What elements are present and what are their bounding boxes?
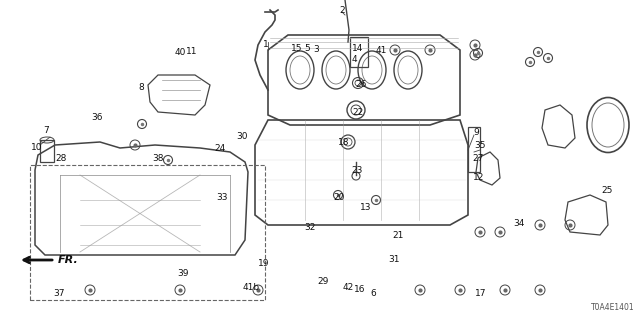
Text: 21: 21: [392, 230, 404, 239]
Bar: [350, 37, 368, 67]
Text: 37: 37: [53, 290, 65, 299]
Text: 11: 11: [186, 46, 198, 55]
Text: T0A4E1401: T0A4E1401: [591, 303, 635, 312]
Text: 36: 36: [92, 113, 103, 122]
Text: 32: 32: [304, 222, 316, 231]
Text: 6: 6: [370, 290, 376, 299]
Text: 10: 10: [31, 142, 43, 151]
Text: 25: 25: [602, 186, 612, 195]
Text: 39: 39: [177, 269, 189, 278]
Text: 41b: 41b: [243, 283, 260, 292]
Text: 9: 9: [473, 127, 479, 137]
Text: 26: 26: [355, 79, 367, 89]
Text: 29: 29: [317, 277, 329, 286]
Text: 30: 30: [236, 132, 248, 140]
Text: 19: 19: [259, 260, 269, 268]
Text: 35: 35: [474, 140, 486, 149]
Text: 4: 4: [351, 54, 357, 63]
Bar: [40, 140, 54, 162]
Text: 13: 13: [360, 204, 372, 212]
Text: 34: 34: [513, 220, 525, 228]
Text: 31: 31: [388, 255, 400, 265]
Text: 20: 20: [333, 193, 345, 202]
Text: 8: 8: [138, 83, 144, 92]
Text: 1: 1: [263, 39, 269, 49]
Text: 7: 7: [43, 125, 49, 134]
Text: 22: 22: [353, 108, 364, 116]
Text: 42: 42: [342, 283, 354, 292]
Text: 14: 14: [352, 44, 364, 52]
Text: 27: 27: [472, 154, 484, 163]
Text: 17: 17: [476, 289, 487, 298]
Text: 5: 5: [304, 44, 310, 52]
Text: 38: 38: [152, 154, 164, 163]
Bar: [468, 127, 480, 172]
Text: 41: 41: [375, 45, 387, 54]
Text: 40: 40: [174, 47, 186, 57]
Text: 15: 15: [291, 44, 303, 52]
Text: 23: 23: [351, 165, 363, 174]
Text: 28: 28: [55, 154, 67, 163]
Text: FR.: FR.: [58, 255, 79, 265]
Text: 16: 16: [355, 285, 365, 294]
Text: 18: 18: [339, 138, 349, 147]
Text: 2: 2: [339, 5, 345, 14]
Text: 33: 33: [216, 194, 228, 203]
Text: 12: 12: [474, 172, 484, 181]
Text: 3: 3: [313, 44, 319, 53]
Text: 24: 24: [214, 143, 226, 153]
